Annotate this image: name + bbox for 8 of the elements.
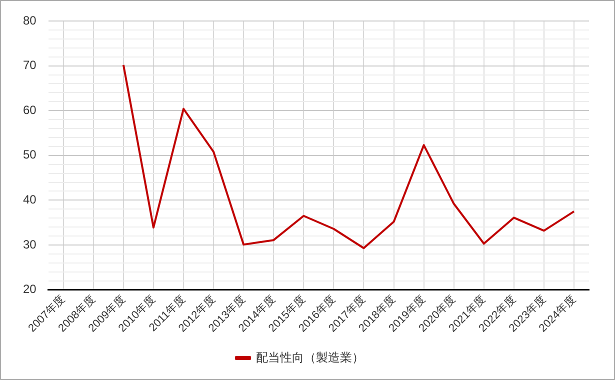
y-tick-label: 40 <box>22 192 37 207</box>
y-tick-label: 50 <box>22 148 37 162</box>
y-tick-label: 80 <box>22 13 37 28</box>
y-tick-label: 20 <box>22 282 37 296</box>
y-tick-label: 30 <box>22 237 37 252</box>
legend-label: 配当性向（製造業） <box>256 350 364 364</box>
y-tick-label: 70 <box>22 58 37 72</box>
y-tick-label: 60 <box>22 102 37 117</box>
